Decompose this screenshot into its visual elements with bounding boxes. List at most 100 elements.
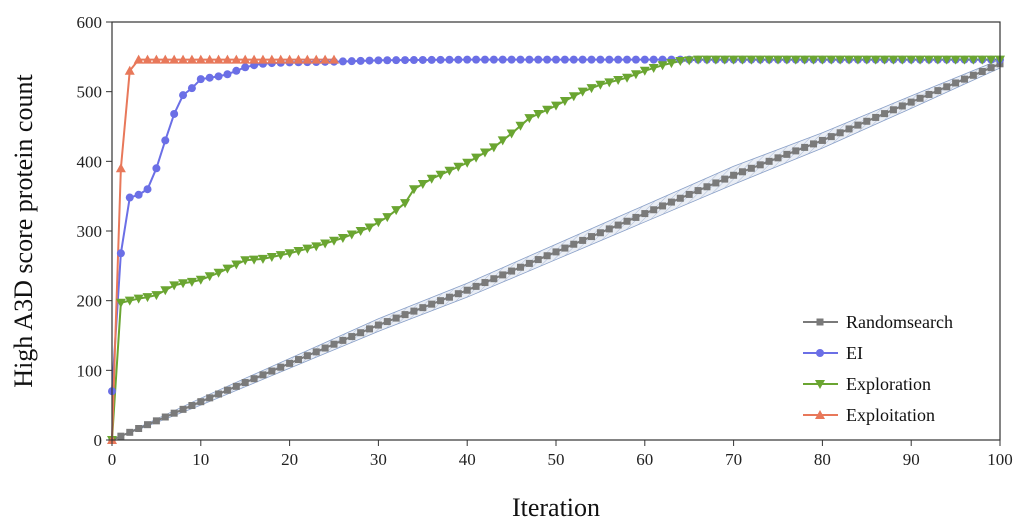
exploration-point bbox=[400, 199, 411, 209]
exploitation-point bbox=[133, 54, 144, 64]
randomsearch-point bbox=[765, 157, 773, 165]
y-tick-label: 0 bbox=[94, 431, 103, 450]
ei-point bbox=[623, 55, 632, 64]
randomsearch-point bbox=[561, 244, 569, 252]
exploration-point bbox=[488, 143, 499, 153]
x-tick-label: 70 bbox=[725, 450, 742, 469]
exploration-point bbox=[684, 56, 695, 66]
randomsearch-point bbox=[232, 382, 240, 390]
exploration-point bbox=[231, 260, 242, 270]
ei-point bbox=[170, 109, 179, 118]
randomsearch-point bbox=[294, 356, 302, 364]
randomsearch-point bbox=[738, 168, 746, 176]
exploration-point bbox=[817, 55, 828, 65]
randomsearch-point bbox=[579, 236, 587, 244]
exploration-markers bbox=[107, 55, 1005, 445]
randomsearch-point bbox=[898, 102, 906, 110]
exploration-point bbox=[426, 174, 437, 184]
randomsearch-point bbox=[801, 143, 809, 151]
x-tick-label: 100 bbox=[987, 450, 1013, 469]
randomsearch-point bbox=[730, 171, 738, 179]
y-tick-label: 100 bbox=[77, 361, 103, 380]
exploration-point bbox=[249, 255, 260, 265]
randomsearch-point bbox=[374, 321, 382, 329]
exploration-point bbox=[506, 129, 517, 139]
randomsearch-point bbox=[978, 67, 986, 75]
exploitation-point bbox=[151, 54, 162, 64]
exploration-point bbox=[941, 55, 952, 65]
randomsearch-point bbox=[588, 233, 596, 241]
exploration-point bbox=[355, 227, 366, 236]
randomsearch-point bbox=[215, 390, 223, 398]
ei-point bbox=[489, 55, 498, 64]
exploration-point bbox=[462, 158, 473, 168]
x-tick-label: 20 bbox=[281, 450, 298, 469]
randomsearch-point bbox=[383, 318, 391, 326]
ei-point bbox=[427, 55, 436, 64]
randomsearch-point bbox=[694, 187, 702, 195]
randomsearch-point bbox=[721, 175, 729, 183]
legend-label-randomsearch: Randomsearch bbox=[846, 312, 953, 332]
randomsearch-point bbox=[197, 398, 205, 406]
exploration-point bbox=[852, 55, 863, 65]
y-tick-label: 500 bbox=[77, 83, 103, 102]
ei-point bbox=[143, 185, 152, 194]
randomsearch-point bbox=[286, 359, 294, 367]
exploitation-point bbox=[284, 54, 295, 64]
ei-point bbox=[196, 75, 205, 84]
ei-point bbox=[205, 73, 214, 82]
ei-point bbox=[587, 55, 596, 64]
exploration-point bbox=[524, 114, 535, 124]
randomsearch-point bbox=[747, 164, 755, 172]
ei-point bbox=[560, 55, 569, 64]
exploration-point bbox=[515, 121, 526, 131]
randomsearch-point bbox=[348, 333, 356, 341]
exploration-point bbox=[835, 55, 846, 65]
randomsearch-point bbox=[685, 190, 693, 198]
series-markers bbox=[107, 54, 1005, 445]
exploration-point bbox=[364, 223, 375, 233]
randomsearch-point bbox=[499, 271, 507, 279]
ei-point bbox=[543, 55, 552, 64]
ei-point bbox=[649, 55, 658, 64]
ei-point bbox=[596, 55, 605, 64]
randomsearch-point bbox=[437, 297, 445, 305]
randomsearch-point bbox=[632, 213, 640, 221]
exploration-point bbox=[648, 63, 659, 73]
y-tick-label: 400 bbox=[77, 152, 103, 171]
exploration-point bbox=[844, 55, 855, 65]
randomsearch-point bbox=[623, 217, 631, 225]
ei-point bbox=[436, 55, 445, 64]
randomsearch-point bbox=[419, 304, 427, 312]
exploration-point bbox=[915, 55, 926, 65]
exploration-point bbox=[453, 162, 464, 172]
exploitation-point bbox=[257, 54, 268, 64]
exploitation-point bbox=[178, 54, 189, 64]
randomsearch-point bbox=[570, 240, 578, 248]
randomsearch-point bbox=[135, 425, 143, 433]
randomsearch-point bbox=[516, 263, 524, 271]
randomsearch-markers bbox=[108, 60, 1004, 444]
exploitation-point bbox=[124, 65, 135, 75]
exploration-point bbox=[701, 55, 712, 65]
exploration-point bbox=[444, 166, 455, 176]
legend-marker-exploration bbox=[815, 380, 825, 389]
exploration-point bbox=[124, 296, 135, 306]
exploitation-point bbox=[169, 54, 180, 64]
ei-point bbox=[374, 56, 383, 65]
randomsearch-point bbox=[312, 348, 320, 356]
x-tick-label: 0 bbox=[108, 450, 117, 469]
exploration-point bbox=[799, 55, 810, 65]
exploration-point bbox=[160, 286, 171, 296]
exploitation-point bbox=[293, 54, 304, 64]
exploration-point bbox=[861, 55, 872, 65]
randomsearch-point bbox=[596, 229, 604, 237]
randomsearch-point bbox=[410, 307, 418, 315]
exploration-point bbox=[195, 275, 206, 285]
exploration-point bbox=[932, 55, 943, 65]
exploration-point bbox=[950, 55, 961, 65]
exploration-point bbox=[115, 298, 126, 308]
ei-point bbox=[418, 55, 427, 64]
x-tick-label: 60 bbox=[636, 450, 653, 469]
randomsearch-point bbox=[818, 136, 826, 144]
